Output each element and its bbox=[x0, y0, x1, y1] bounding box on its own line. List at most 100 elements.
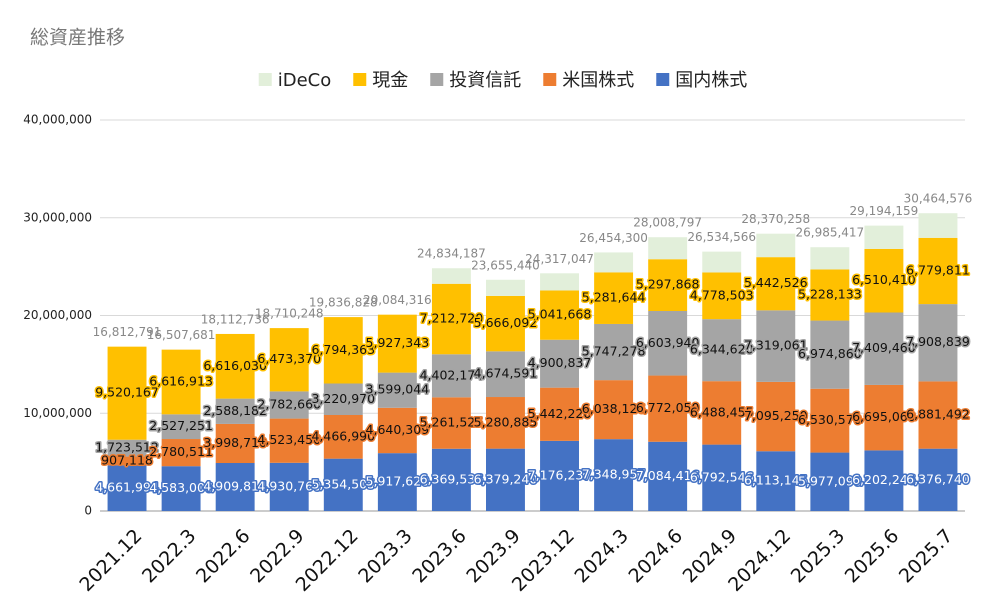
data-label: 4,674,591 bbox=[474, 366, 538, 381]
data-label: 6,344,620 bbox=[690, 342, 754, 357]
data-label: 6,488,455 bbox=[690, 404, 754, 419]
bar-segment bbox=[702, 444, 742, 511]
bar-segment bbox=[702, 319, 742, 382]
data-label: 5,747,278 bbox=[582, 344, 646, 359]
y-tick-label: 0 bbox=[84, 504, 92, 518]
legend-label: 米国株式 bbox=[562, 70, 634, 91]
data-label: 6,369,536 bbox=[420, 471, 484, 486]
bar-segment bbox=[540, 339, 579, 388]
bar-segment bbox=[864, 225, 904, 249]
total-label: 26,454,300 bbox=[579, 231, 648, 245]
total-label: 23,655,440 bbox=[471, 258, 540, 272]
bar-segment bbox=[323, 317, 363, 384]
bar-segment bbox=[540, 290, 579, 340]
data-label: 5,666,092 bbox=[474, 315, 538, 330]
bar-segment bbox=[864, 384, 904, 451]
bar-segment bbox=[107, 346, 147, 440]
bar-segment bbox=[594, 439, 634, 511]
data-label: 5,354,505 bbox=[311, 476, 375, 491]
bar-segment bbox=[323, 414, 363, 459]
bar-segment bbox=[486, 295, 525, 352]
data-label: 5,280,885 bbox=[474, 414, 538, 429]
bar-segment bbox=[918, 304, 958, 382]
bar-segment bbox=[594, 323, 634, 381]
x-tick-label: 2025.6 bbox=[841, 525, 904, 588]
data-label: 6,379,240 bbox=[474, 471, 538, 486]
bar-segment bbox=[540, 387, 579, 441]
data-label: 4,523,450 bbox=[257, 432, 321, 447]
bar-segment bbox=[269, 462, 309, 511]
bar-segment bbox=[648, 259, 688, 311]
data-label: 6,510,410 bbox=[852, 272, 916, 287]
data-label: 7,176,237 bbox=[528, 467, 592, 482]
x-tick-label: 2023.3 bbox=[354, 525, 417, 588]
legend-swatch bbox=[353, 73, 367, 86]
data-label: 3,220,970 bbox=[311, 391, 375, 406]
x-tick-label: 2022.6 bbox=[192, 525, 255, 588]
total-label: 18,112,736 bbox=[201, 312, 270, 326]
x-tick-label: 2023.6 bbox=[408, 525, 471, 588]
data-label: 6,473,370 bbox=[257, 351, 321, 366]
data-label: 7,095,250 bbox=[744, 408, 808, 423]
total-label: 18,710,248 bbox=[255, 307, 324, 321]
data-label: 7,084,416 bbox=[636, 468, 700, 483]
data-label: 1,723,512 bbox=[95, 440, 159, 455]
data-label: 7,212,720 bbox=[420, 311, 484, 326]
data-label: 2,527,251 bbox=[149, 418, 213, 433]
bar-segment bbox=[864, 248, 904, 313]
data-label: 4,930,760 bbox=[257, 478, 321, 493]
data-label: 6,202,246 bbox=[852, 472, 916, 487]
total-label: 30,464,576 bbox=[904, 192, 973, 206]
data-label: 6,974,860 bbox=[798, 346, 862, 361]
bar-segment bbox=[161, 349, 201, 415]
y-tick-label: 10,000,000 bbox=[23, 406, 92, 420]
chart-title: 総資産推移 bbox=[30, 27, 125, 49]
legend-swatch bbox=[543, 73, 557, 86]
data-label: 7,348,957 bbox=[582, 467, 646, 482]
bar-segment bbox=[756, 381, 796, 452]
data-label: 2,780,511 bbox=[149, 444, 213, 459]
bar-segment bbox=[756, 257, 796, 311]
data-label: 6,376,740 bbox=[906, 471, 970, 486]
bar-segment bbox=[918, 381, 958, 449]
data-label: 5,041,668 bbox=[528, 307, 592, 322]
data-label: 6,881,492 bbox=[906, 407, 970, 422]
data-label: 907,118 bbox=[101, 452, 153, 467]
bar-segment bbox=[594, 252, 634, 273]
bar-segment bbox=[215, 398, 255, 424]
total-label: 16,507,681 bbox=[147, 328, 216, 342]
y-tick-label: 40,000,000 bbox=[23, 113, 92, 127]
total-label: 29,194,159 bbox=[850, 204, 919, 218]
bar-segment bbox=[107, 465, 147, 511]
legend: iDeCo 現金 投資信託 米国株式 国内株式 bbox=[258, 70, 747, 91]
total-label: 28,370,258 bbox=[741, 212, 810, 226]
data-label: 4,900,837 bbox=[528, 355, 592, 370]
data-label: 5,297,868 bbox=[636, 277, 700, 292]
x-tick-label: 2025.3 bbox=[787, 525, 850, 588]
bar-segment bbox=[756, 451, 796, 511]
bar-segment bbox=[918, 213, 958, 238]
bar-segment bbox=[702, 272, 742, 320]
data-label: 6,530,570 bbox=[798, 412, 862, 427]
bar-segment bbox=[377, 453, 417, 511]
bar-segment bbox=[161, 439, 201, 467]
bar-segment bbox=[323, 458, 363, 511]
bar-segment bbox=[377, 372, 417, 408]
total-label: 20,084,316 bbox=[363, 293, 432, 307]
x-tick-label: 2024.3 bbox=[570, 525, 633, 588]
bar-segment bbox=[810, 269, 850, 321]
data-label: 7,409,460 bbox=[852, 340, 916, 355]
bar-segment bbox=[810, 320, 850, 389]
data-label: 4,583,006 bbox=[149, 480, 213, 495]
total-label: 26,534,566 bbox=[687, 230, 756, 244]
legend-label: 現金 bbox=[372, 70, 408, 91]
data-label: 5,442,220 bbox=[528, 406, 592, 421]
bar-segment bbox=[756, 310, 796, 382]
bar-segment bbox=[323, 383, 363, 415]
total-label: 28,008,797 bbox=[633, 216, 702, 230]
data-label: 5,228,133 bbox=[798, 287, 862, 302]
y-tick-label: 20,000,000 bbox=[23, 308, 92, 322]
bar-segment bbox=[540, 273, 579, 291]
legend-label: 投資信託 bbox=[449, 70, 521, 91]
